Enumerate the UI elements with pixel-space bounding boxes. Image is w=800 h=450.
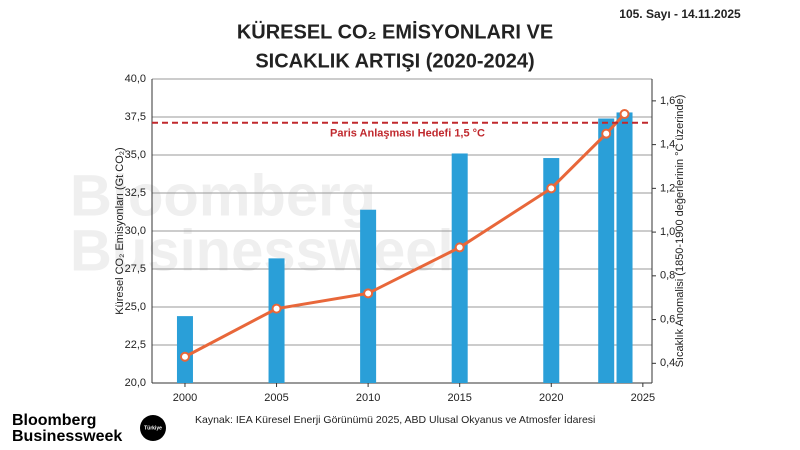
y-tick-label: 40,0 <box>125 73 146 85</box>
bar <box>176 316 193 383</box>
line-marker <box>454 242 465 253</box>
bar <box>268 258 285 383</box>
y-tick-label: 20,0 <box>125 377 146 389</box>
logo-badge <box>140 415 166 441</box>
y-tick-label: 22,5 <box>125 339 146 351</box>
y-tick-label: 25,0 <box>125 301 146 313</box>
y-axis-label: Küresel CO₂ Emisyonları (Gt CO₂) <box>114 147 126 314</box>
bar <box>543 158 560 383</box>
x-tick-label: 2010 <box>356 392 380 404</box>
line-marker <box>179 351 190 362</box>
line-marker <box>619 108 630 119</box>
y2-tick-label: 1,0 <box>660 226 675 238</box>
chart-title: SICAKLIK ARTIŞI (2020-2024) <box>255 50 534 72</box>
line-marker <box>546 183 557 194</box>
issue-label: 105. Sayı - 14.11.2025 <box>619 7 741 21</box>
y-tick-label: 35,0 <box>125 149 146 161</box>
y2-tick-label: 1,6 <box>660 95 675 107</box>
chart-title: KÜRESEL CO₂ EMİSYONLARI VE <box>237 20 553 43</box>
x-tick-label: 2025 <box>631 392 655 404</box>
line-marker <box>601 128 612 139</box>
y2-tick-label: 0,6 <box>660 313 675 325</box>
y2-axis-label: Sıcaklık Anomalisi (1850-1900 değerlerin… <box>674 95 686 368</box>
y-tick-label: 30,0 <box>125 225 146 237</box>
x-tick-label: 2000 <box>173 392 197 404</box>
reference-label: Paris Anlaşması Hedefi 1,5 °C <box>330 128 485 140</box>
y2-tick-label: 1,2 <box>660 182 675 194</box>
y2-tick-label: 0,8 <box>660 270 675 282</box>
x-tick-label: 2020 <box>539 392 563 404</box>
x-tick-label: 2005 <box>264 392 288 404</box>
y-tick-label: 27,5 <box>125 263 146 275</box>
y-tick-label: 32,5 <box>125 187 146 199</box>
bar <box>451 153 468 383</box>
y-tick-label: 37,5 <box>125 111 146 123</box>
logo-text: Businessweek <box>12 428 122 445</box>
bar <box>598 118 615 384</box>
x-tick-label: 2015 <box>447 392 471 404</box>
logo-badge-text: Türkiye <box>144 425 162 431</box>
bar <box>616 112 633 383</box>
logo-text: Bloomberg <box>12 412 96 429</box>
watermark: Bloomberg <box>70 163 376 228</box>
line-marker <box>363 288 374 299</box>
y2-tick-label: 0,4 <box>660 357 675 369</box>
line-marker <box>271 303 282 314</box>
source-note: Kaynak: IEA Küresel Enerji Görünümü 2025… <box>195 413 595 426</box>
y2-tick-label: 1,4 <box>660 139 675 151</box>
